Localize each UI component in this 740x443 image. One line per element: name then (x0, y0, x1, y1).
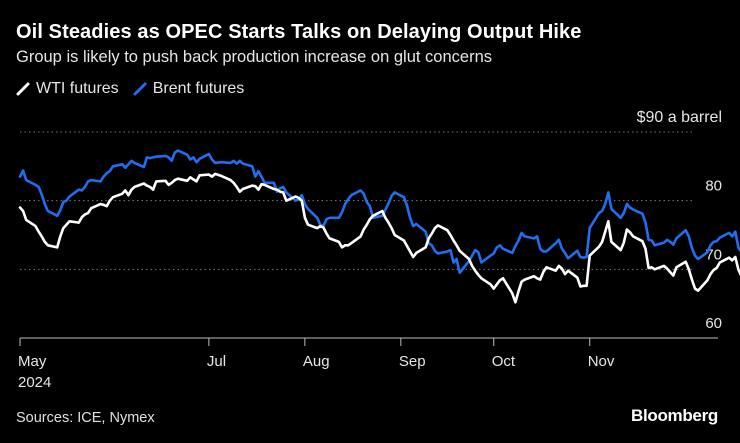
x-tick-sublabel-may: 2024 (18, 374, 51, 391)
y-tick-label-90: $90 a barrel (637, 109, 722, 126)
series-line-brent (18, 149, 740, 275)
chart-subtitle: Group is likely to push back production … (16, 48, 493, 66)
legend: WTI futures Brent futures (16, 80, 258, 98)
source-note: Sources: ICE, Nymex (16, 410, 155, 426)
legend-item-brent: Brent futures (133, 80, 245, 98)
x-tick-label-oct: Oct (492, 353, 516, 370)
x-tick-label-aug: Aug (303, 353, 330, 370)
x-tick-label-jul: Jul (207, 353, 226, 370)
chart-title: Oil Steadies as OPEC Starts Talks on Del… (16, 21, 582, 43)
legend-item-wti: WTI futures (16, 80, 119, 98)
legend-label-wti: WTI futures (36, 80, 119, 97)
legend-label-brent: Brent futures (152, 80, 245, 97)
legend-swatch-wti (16, 82, 30, 96)
x-tick-label-may: May (18, 353, 47, 370)
x-tick-label-sep: Sep (399, 353, 426, 370)
x-tick-label-nov: Nov (588, 353, 615, 370)
series-line-wti (18, 172, 740, 304)
legend-swatch-brent (133, 82, 147, 96)
y-tick-label-60: 60 (705, 315, 722, 332)
y-tick-label-80: 80 (705, 178, 722, 195)
bloomberg-logo: Bloomberg (630, 406, 718, 425)
